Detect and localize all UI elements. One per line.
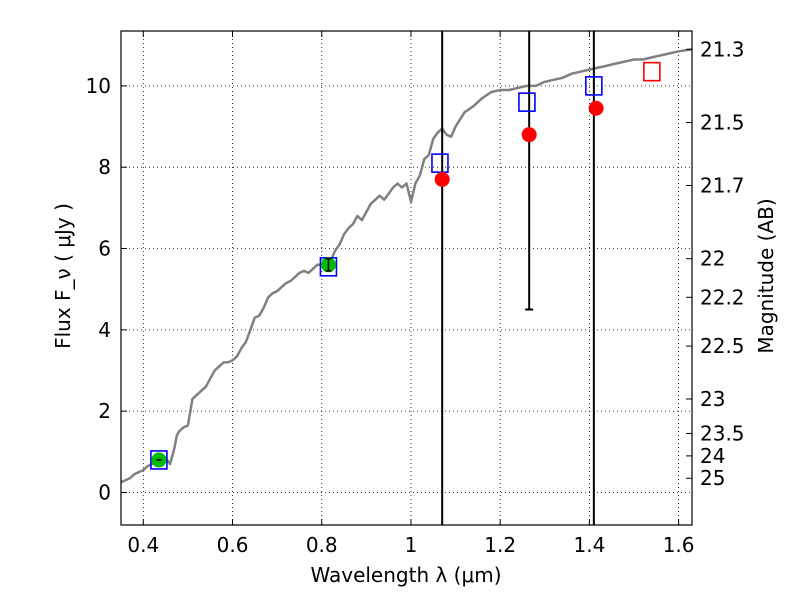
x-tick-label: 0.4 (127, 533, 159, 557)
model-spectrum-line (120, 48, 693, 484)
y-tick-label: 2 (98, 399, 111, 423)
square-marker (431, 153, 449, 173)
right-tick-label: 21.7 (700, 174, 745, 198)
ticks: 0.4 0.6 0.8 1 1.2 1.4 1.6024681021.321.521.722… (86, 31, 745, 557)
right-axis-title: Magnitude (AB) (754, 198, 778, 353)
right-tick-label: 25 (700, 466, 725, 490)
plot-area-frame (120, 30, 693, 526)
grid (121, 31, 692, 525)
right-tick-label: 22.5 (700, 334, 745, 358)
right-tick-label: 22 (700, 247, 725, 271)
y-tick-label: 6 (98, 237, 111, 261)
square-marker (150, 450, 168, 470)
x-tick-label: 1.2 (484, 533, 516, 557)
x-axis-title: Wavelength λ (μm) (310, 563, 501, 587)
x-tick-label: 1.6 (663, 533, 695, 557)
right-tick-label: 23.5 (700, 422, 745, 446)
right-tick-label: 24 (700, 444, 725, 468)
x-tick-label: 1 (405, 533, 418, 557)
right-tick-label: 23 (700, 387, 725, 411)
y-tick-label: 4 (98, 318, 111, 342)
data-layer (120, 31, 693, 525)
y-tick-label: 8 (98, 155, 111, 179)
square-marker (518, 92, 536, 112)
x-tick-label: 0.6 (217, 533, 249, 557)
y-tick-label: 10 (86, 74, 111, 98)
right-tick-label: 21.5 (700, 110, 745, 134)
circle-marker (588, 100, 604, 116)
circle-marker (521, 127, 537, 143)
square-marker (643, 61, 661, 82)
x-tick-label: 1.4 (573, 533, 605, 557)
y-tick-label: 0 (98, 480, 111, 504)
square-marker (585, 76, 603, 96)
circle-marker (434, 171, 450, 187)
right-tick-label: 22.2 (700, 285, 745, 309)
right-tick-label: 21.3 (700, 37, 745, 61)
y-axis-title: Flux F_ν ( μJy ) (51, 203, 75, 349)
x-tick-label: 0.8 (306, 533, 338, 557)
